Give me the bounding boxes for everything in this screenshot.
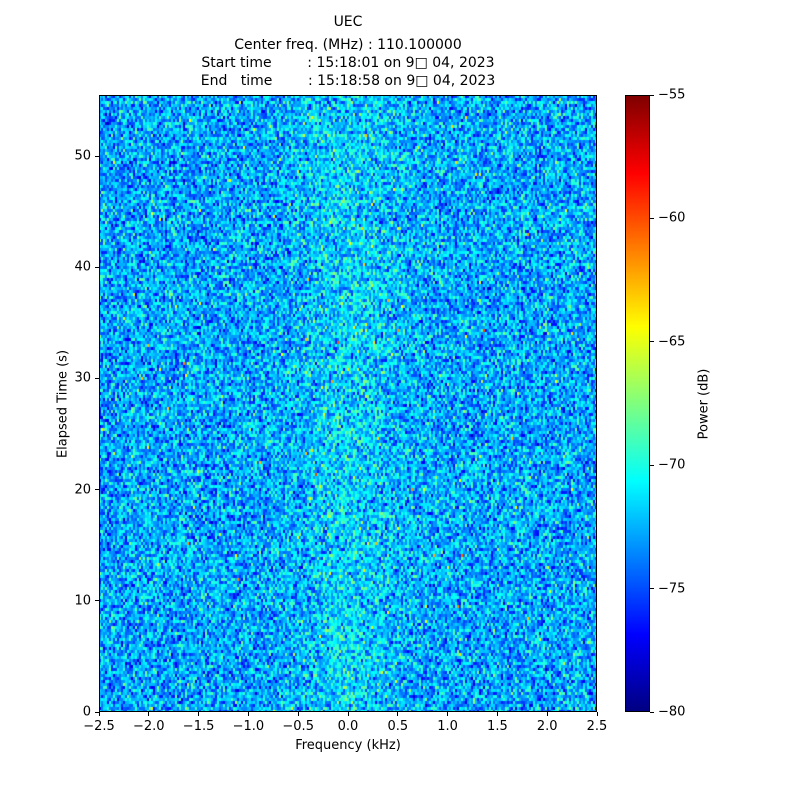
x-tick-mark: [297, 712, 299, 716]
y-tick-label: 20: [74, 482, 91, 498]
y-tick-label: 40: [74, 259, 91, 275]
colorbar-tick-label: −55: [658, 87, 686, 103]
colorbar-tick-mark: [650, 711, 654, 713]
y-tick-mark: [95, 266, 99, 268]
y-tick-mark: [95, 711, 99, 713]
y-tick-label: 50: [74, 148, 91, 164]
y-tick-label: 30: [74, 370, 91, 386]
x-axis-label: Frequency (kHz): [295, 738, 401, 753]
x-tick-label: −1.0: [232, 719, 265, 734]
x-tick-label: 1.0: [437, 719, 458, 734]
x-tick-mark: [546, 712, 548, 716]
colorbar-tick-mark: [650, 341, 654, 343]
x-tick-mark: [397, 712, 399, 716]
x-tick-label: 0.5: [387, 719, 409, 734]
colorbar-tick-label: −70: [658, 457, 686, 473]
colorbar-tick-label: −65: [658, 334, 686, 350]
y-tick-mark: [95, 489, 99, 491]
y-tick-mark: [95, 155, 99, 157]
colorbar-tick-label: −75: [658, 581, 686, 597]
y-tick-mark: [95, 377, 99, 379]
subtitle-start-time: Start time : 15:18:01 on 9□ 04, 2023: [201, 55, 495, 71]
chart-title-block: UEC Center freq. (MHz) : 110.100000 Star…: [99, 13, 597, 90]
y-tick-label: 0: [82, 704, 91, 720]
x-tick-label: 2.5: [586, 719, 608, 734]
x-tick-mark: [247, 712, 249, 716]
x-tick-mark: [98, 712, 100, 716]
chart-title: UEC: [333, 14, 363, 30]
colorbar-gradient: [625, 95, 650, 712]
colorbar-label: Power (dB): [696, 368, 712, 440]
x-tick-label: 1.5: [487, 719, 508, 734]
y-axis-label: Elapsed Time (s): [55, 349, 71, 459]
x-tick-mark: [148, 712, 150, 716]
x-tick-mark: [447, 712, 449, 716]
colorbar-tick-mark: [650, 217, 654, 219]
colorbar-tick-label: −60: [658, 210, 686, 226]
x-tick-label: −2.0: [133, 719, 165, 734]
x-tick-label: −2.5: [83, 719, 115, 734]
colorbar-tick-label: −80: [658, 704, 686, 720]
x-tick-label: 0.0: [337, 719, 359, 734]
spectrogram-heatmap: [99, 95, 597, 712]
colorbar-tick-mark: [650, 588, 654, 590]
x-tick-mark: [596, 712, 598, 716]
y-tick-mark: [95, 600, 99, 602]
x-tick-label: −1.5: [182, 719, 215, 734]
subtitle-center-freq: Center freq. (MHz) : 110.100000: [234, 37, 462, 53]
y-tick-label: 10: [74, 593, 91, 609]
colorbar-tick-mark: [650, 94, 654, 96]
colorbar-tick-mark: [650, 464, 654, 466]
x-tick-mark: [496, 712, 498, 716]
subtitle-end-time: End time : 15:18:58 on 9□ 04, 2023: [200, 73, 496, 89]
x-tick-label: −0.5: [282, 719, 314, 734]
x-tick-label: 2.0: [536, 719, 558, 734]
x-tick-mark: [347, 712, 349, 716]
x-tick-mark: [198, 712, 200, 716]
